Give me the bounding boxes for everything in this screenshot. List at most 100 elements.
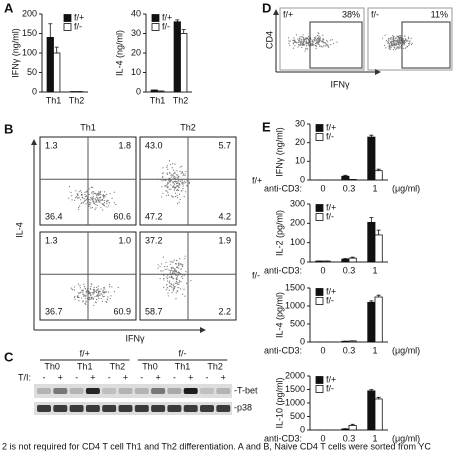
event-dot bbox=[410, 43, 413, 46]
event-dot bbox=[404, 39, 406, 42]
event-dot bbox=[299, 43, 302, 45]
event-dot bbox=[395, 44, 397, 46]
event-dot bbox=[169, 181, 171, 183]
event-dot bbox=[113, 202, 116, 204]
event-dot bbox=[178, 263, 180, 265]
event-dot bbox=[179, 180, 181, 182]
event-dot bbox=[175, 292, 177, 294]
event-dot bbox=[93, 202, 95, 204]
event-dot bbox=[174, 268, 176, 270]
x-unit-label: (μg/ml) bbox=[392, 183, 420, 193]
y-axis-label: IL-10 (pg/ml) bbox=[274, 377, 284, 428]
error-bar bbox=[376, 294, 381, 297]
event-dot bbox=[91, 296, 93, 298]
event-dot bbox=[315, 47, 317, 50]
event-dot bbox=[90, 197, 92, 199]
legend-label: f/- bbox=[326, 131, 334, 141]
y-tick-label: 40 bbox=[131, 8, 141, 18]
event-dot bbox=[175, 262, 177, 265]
blot-band bbox=[85, 388, 100, 394]
y-tick-label: 1500 bbox=[285, 282, 305, 292]
blot-band bbox=[167, 388, 182, 394]
blot-band bbox=[200, 405, 214, 412]
event-dot bbox=[81, 297, 83, 299]
event-dot bbox=[171, 283, 173, 285]
event-dot bbox=[184, 175, 186, 177]
condition-label: Th1 bbox=[175, 361, 191, 371]
event-dot bbox=[168, 276, 170, 278]
event-dot bbox=[166, 276, 168, 278]
event-dot bbox=[398, 47, 400, 49]
event-dot bbox=[174, 195, 177, 198]
event-dot bbox=[181, 265, 184, 267]
legend-swatch bbox=[151, 14, 160, 22]
event-dot bbox=[93, 291, 95, 293]
event-dot bbox=[317, 40, 319, 43]
event-dot bbox=[86, 190, 88, 192]
event-dot bbox=[85, 290, 88, 292]
event-dot bbox=[78, 196, 80, 199]
event-dot bbox=[102, 291, 104, 293]
event-dot bbox=[102, 295, 104, 298]
treatment-sign: + bbox=[221, 372, 226, 382]
event-dot bbox=[396, 35, 398, 37]
event-dot bbox=[175, 182, 178, 185]
event-dot bbox=[381, 37, 384, 39]
event-dot bbox=[173, 285, 175, 288]
event-dot bbox=[85, 199, 88, 201]
event-dot bbox=[395, 48, 397, 51]
event-dot bbox=[322, 42, 324, 44]
event-dot bbox=[393, 35, 395, 38]
event-dot bbox=[85, 295, 87, 297]
legend-label: f/- bbox=[326, 295, 334, 305]
bar bbox=[341, 428, 350, 431]
error-bar bbox=[54, 46, 59, 53]
event-dot bbox=[307, 38, 309, 40]
event-dot bbox=[83, 198, 85, 200]
flow-plot bbox=[279, 7, 365, 71]
legend-swatch bbox=[315, 376, 324, 384]
gate bbox=[401, 21, 451, 69]
event-dot bbox=[392, 35, 394, 37]
bar bbox=[341, 175, 350, 181]
event-dot bbox=[92, 196, 94, 199]
event-dot bbox=[288, 37, 290, 39]
event-dot bbox=[89, 287, 91, 289]
event-dot bbox=[84, 195, 87, 198]
event-dot bbox=[167, 182, 169, 184]
event-dot bbox=[177, 286, 179, 289]
error-bar bbox=[369, 217, 374, 223]
event-dot bbox=[292, 42, 295, 44]
event-dot bbox=[394, 37, 397, 39]
event-dot bbox=[167, 292, 169, 294]
event-dot bbox=[320, 39, 322, 41]
event-dot bbox=[400, 40, 402, 42]
event-dot bbox=[325, 43, 328, 45]
event-dot bbox=[305, 47, 307, 49]
event-dot bbox=[397, 47, 399, 49]
x-axis-label: anti-CD3: bbox=[264, 265, 302, 275]
event-dot bbox=[85, 191, 87, 193]
event-dot bbox=[163, 279, 165, 281]
event-dot bbox=[186, 180, 188, 182]
event-dot bbox=[96, 204, 98, 206]
event-dot bbox=[178, 187, 180, 189]
event-dot bbox=[92, 293, 94, 295]
event-dot bbox=[174, 186, 177, 189]
event-dot bbox=[392, 38, 394, 40]
event-dot bbox=[90, 207, 92, 209]
event-dot bbox=[98, 193, 100, 195]
event-dot bbox=[315, 36, 317, 38]
condition-label: Th2 bbox=[110, 361, 126, 371]
event-dot bbox=[314, 42, 317, 45]
event-dot bbox=[105, 300, 107, 303]
event-dot bbox=[399, 46, 402, 48]
event-dot bbox=[76, 196, 78, 198]
band-label: -p38 bbox=[234, 402, 252, 412]
quadrant-percent: 37.2 bbox=[145, 235, 163, 245]
x-unit-label: (μg/ml) bbox=[392, 433, 420, 443]
event-dot bbox=[175, 259, 178, 262]
event-dot bbox=[327, 44, 329, 46]
condition-label: Th0 bbox=[44, 361, 60, 371]
event-dot bbox=[178, 189, 180, 192]
